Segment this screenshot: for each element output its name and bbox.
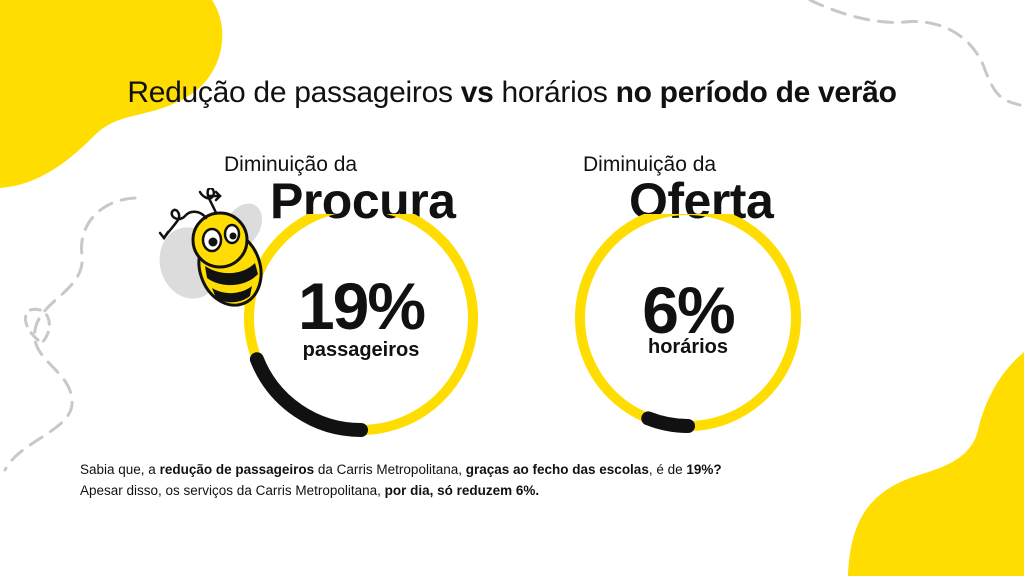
footnote: Sabia que, a redução de passageiros da C… — [80, 459, 840, 501]
dashed-loop-left — [24, 307, 51, 347]
bee-mascot-icon — [158, 188, 263, 307]
note-text: Apesar disso, os serviços da Carris Metr… — [80, 483, 385, 498]
note-text: , é de — [648, 462, 687, 477]
title-part-4: no período de verão — [615, 76, 897, 109]
note-bold: por dia, só reduzem 6%. — [384, 483, 540, 498]
title-part-1: Redução de passageiros — [127, 76, 461, 109]
note-bold: graças ao fecho das escolas — [465, 462, 649, 477]
yellow-blob-top-left — [0, 0, 223, 188]
oferta-subtitle: Diminuição da — [583, 153, 717, 176]
yellow-blob-bottom-right — [848, 352, 1024, 576]
dashed-curve-left — [3, 196, 137, 472]
page-title: Redução de passageiros vs horários no pe… — [0, 76, 1024, 110]
oferta-ring-progress — [641, 411, 695, 433]
title-part-3: horários — [493, 76, 616, 109]
title-part-2: vs — [460, 76, 494, 109]
note-text: da Carris Metropolitana, — [314, 462, 466, 477]
oferta-ring-chart — [575, 214, 801, 433]
footnote-line-1: Sabia que, a redução de passageiros da C… — [80, 459, 840, 480]
note-bold: 19%? — [686, 462, 722, 477]
procura-ring-chart — [244, 214, 478, 437]
oferta-unit: horários — [647, 336, 729, 358]
oferta-percentage: 6% — [642, 273, 735, 347]
footnote-line-2: Apesar disso, os serviços da Carris Metr… — [80, 480, 840, 501]
procura-subtitle: Diminuição da — [224, 153, 358, 176]
note-text: Sabia que, a — [80, 462, 160, 477]
note-bold: redução de passageiros — [159, 462, 315, 477]
procura-unit: passageiros — [302, 339, 420, 361]
procura-ring-progress — [249, 352, 368, 437]
procura-percentage: 19% — [297, 269, 426, 343]
dashed-curve-top-right — [808, 0, 1022, 107]
